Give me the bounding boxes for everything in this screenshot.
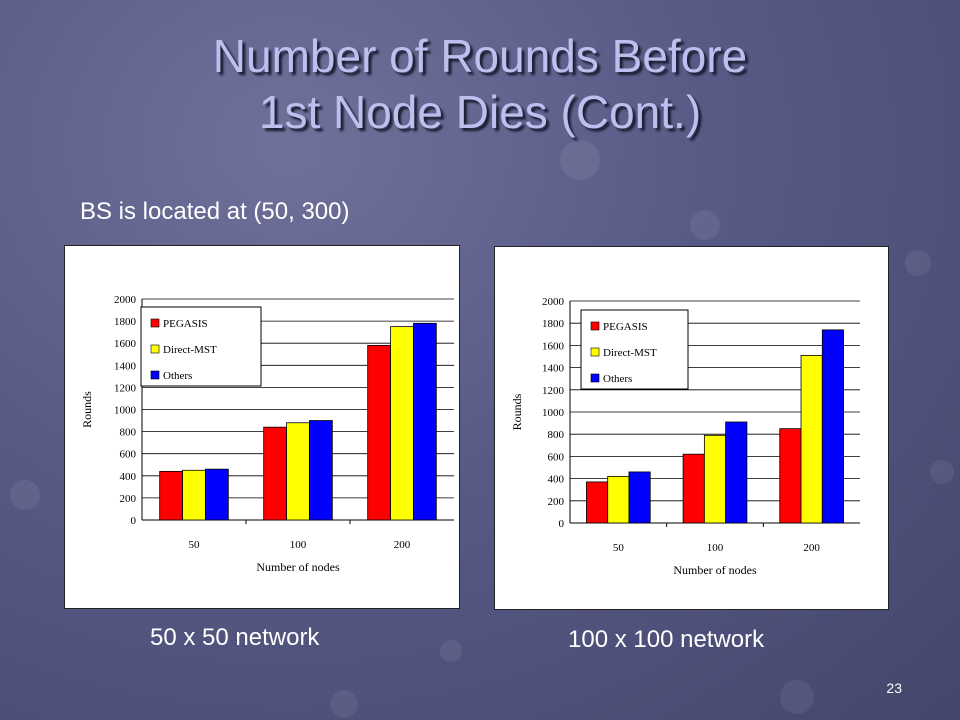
y-tick-label: 200 xyxy=(548,496,565,508)
y-tick-label: 1600 xyxy=(114,338,137,350)
y-tick-label: 1000 xyxy=(542,407,565,419)
background-bubble xyxy=(780,680,814,714)
x-tick-label: 100 xyxy=(290,539,307,551)
x-axis-label: Number of nodes xyxy=(256,560,340,574)
background-bubble xyxy=(10,480,40,510)
bar-others xyxy=(725,421,748,524)
y-tick-label: 0 xyxy=(131,515,137,527)
page-number: 23 xyxy=(886,680,902,696)
chart-50x50: 0 200 400 600 800 1000 1200 1400 1600 1800 2000 50 1… xyxy=(80,294,454,574)
bar-others xyxy=(413,322,437,521)
y-tick-label: 600 xyxy=(120,449,137,461)
y-tick-label: 1600 xyxy=(542,340,565,352)
bar-pegasis xyxy=(682,453,705,524)
legend-swatch-others xyxy=(590,373,600,383)
bar-pegasis xyxy=(159,470,183,521)
y-tick-label: 1200 xyxy=(542,385,565,397)
legend-label: Others xyxy=(603,373,632,385)
bar-others xyxy=(628,471,651,524)
x-tick-label: 50 xyxy=(613,542,625,554)
legend-label: PEGASIS xyxy=(163,318,208,330)
legend-label: Direct-MST xyxy=(603,347,657,359)
chart-panel-right: 0 200 400 600 800 1000 1200 1400 1600 1800 2000 50 1… xyxy=(494,246,889,610)
y-tick-label: 1800 xyxy=(114,316,137,328)
background-bubble xyxy=(905,250,931,276)
y-tick-label: 1400 xyxy=(114,360,137,372)
x-tick-label: 200 xyxy=(394,539,411,551)
y-tick-label: 2000 xyxy=(542,296,565,308)
background-bubble xyxy=(930,460,954,484)
legend-swatch-pegasis xyxy=(150,318,160,328)
bar-pegasis xyxy=(367,345,391,521)
y-axis-label: Rounds xyxy=(510,393,524,430)
legend-swatch-direct-mst xyxy=(590,347,600,357)
legend-label: PEGASIS xyxy=(603,321,648,333)
bar-others xyxy=(821,329,844,524)
chart-panel-left: 0 200 400 600 800 1000 1200 1400 1600 1800 2000 50 1… xyxy=(64,245,460,609)
slide-title-line2: 1st Node Dies (Cont.) xyxy=(258,86,702,138)
y-tick-label: 1400 xyxy=(542,363,565,375)
legend-label: Direct-MST xyxy=(163,344,217,356)
bar-direct-mst xyxy=(703,434,727,524)
y-tick-label: 1200 xyxy=(114,382,137,394)
chart-100x100: 0 200 400 600 800 1000 1200 1400 1600 1800 2000 50 1… xyxy=(510,296,860,577)
y-tick-label: 1000 xyxy=(114,405,137,417)
bar-pegasis xyxy=(586,481,609,524)
legend-swatch-direct-mst xyxy=(150,344,160,354)
y-tick-label: 800 xyxy=(120,427,137,439)
y-tick-label: 2000 xyxy=(114,294,137,306)
y-tick-label: 400 xyxy=(120,471,137,483)
y-tick-label: 600 xyxy=(548,451,565,463)
bar-direct-mst xyxy=(286,422,310,521)
x-axis-label: Number of nodes xyxy=(673,563,757,577)
legend-swatch-pegasis xyxy=(590,321,600,331)
caption-right: 100 x 100 network xyxy=(568,626,765,653)
caption-left: 50 x 50 network xyxy=(150,624,320,651)
background-bubble xyxy=(440,640,462,662)
y-tick-label: 400 xyxy=(548,474,565,486)
bar-direct-mst xyxy=(800,354,823,524)
background-bubble xyxy=(560,140,600,180)
slide-title-line1: Number of Rounds Before xyxy=(212,30,748,82)
bar-pegasis xyxy=(779,428,802,524)
bar-direct-mst xyxy=(390,326,414,521)
x-tick-label: 50 xyxy=(189,539,201,551)
slide-title: Number of Rounds Before 1st Node Dies (C… xyxy=(60,28,900,140)
legend-swatch-others xyxy=(150,370,160,380)
background-bubble xyxy=(690,210,720,240)
bar-others xyxy=(205,468,229,521)
x-tick-label: 200 xyxy=(803,542,820,554)
y-tick-label: 200 xyxy=(120,493,137,505)
y-tick-label: 1800 xyxy=(542,318,565,330)
bar-pegasis xyxy=(263,426,287,521)
legend-box xyxy=(140,306,262,387)
bar-direct-mst xyxy=(607,475,630,524)
bar-direct-mst xyxy=(182,469,206,521)
y-tick-label: 0 xyxy=(559,518,565,530)
x-tick-label: 100 xyxy=(707,542,724,554)
y-tick-label: 800 xyxy=(548,429,565,441)
slide-subtitle: BS is located at (50, 300) xyxy=(80,198,350,225)
legend-label: Others xyxy=(163,370,192,382)
bar-others xyxy=(309,420,333,521)
y-axis-label: Rounds xyxy=(80,391,94,428)
background-bubble xyxy=(330,690,358,718)
